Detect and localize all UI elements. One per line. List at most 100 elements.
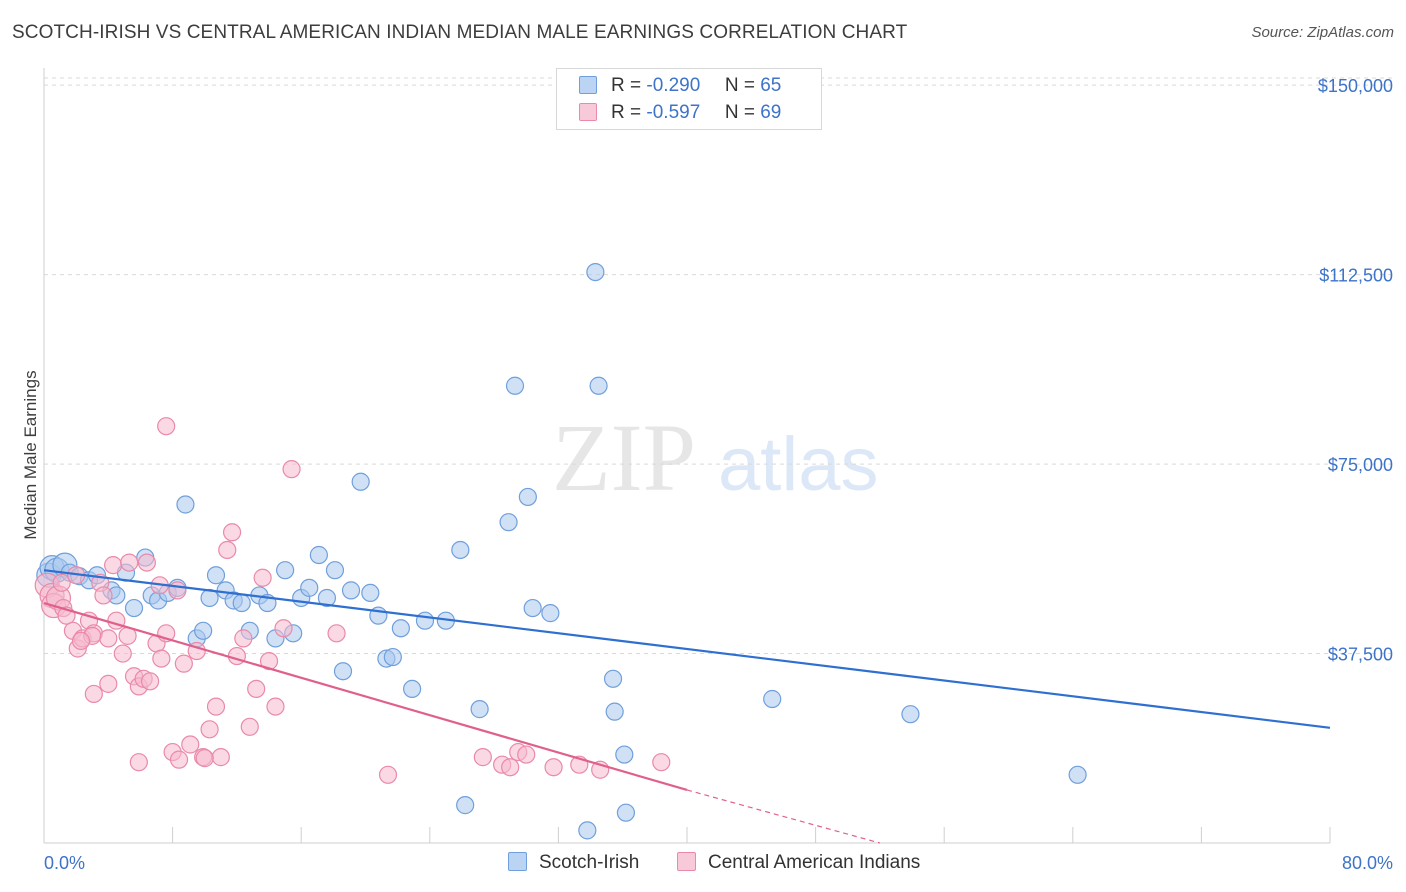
central-american-indians-point	[129, 753, 148, 772]
scotch-irish-point	[499, 513, 518, 532]
watermark-zip: ZIP	[552, 404, 696, 511]
scotch-irish-point	[586, 262, 605, 282]
scotch-irish-point	[1068, 765, 1087, 784]
trend-line-scotch-irish	[43, 569, 1331, 729]
legend-r-value: -0.597	[646, 102, 701, 123]
central-american-indians-point	[259, 652, 279, 671]
legend-n-value: 69	[760, 102, 782, 123]
x-tick-label-max: 80.0%	[1342, 853, 1393, 873]
scotch-irish-point	[341, 581, 361, 600]
legend: R = -0.290 N = 65 R = -0.597 N = 69	[556, 68, 822, 130]
central-american-indians-point	[140, 672, 160, 691]
scotch-irish-point	[518, 487, 537, 507]
scotch-irish-point	[541, 604, 560, 623]
central-american-indians-point	[181, 735, 200, 754]
scotch-irish-point	[391, 619, 410, 638]
scotch-irish-point	[309, 545, 328, 565]
legend-row-scotch-irish: R = -0.290 N = 65	[579, 75, 781, 101]
scotch-irish-point	[317, 588, 337, 608]
legend-swatch-blue	[579, 76, 597, 94]
legend-row-central-american-indians: R = -0.597 N = 69	[579, 102, 781, 128]
legend-r-label: R =	[611, 102, 642, 123]
central-american-indians-point	[169, 750, 189, 769]
central-american-indians-point	[113, 644, 132, 663]
central-american-indians-point	[137, 553, 156, 572]
central-american-indians-point	[282, 460, 301, 479]
legend-n-value: 65	[760, 75, 782, 96]
scotch-irish-point	[523, 598, 542, 618]
scotch-irish-point	[603, 669, 623, 688]
scotch-irish-point	[505, 376, 525, 395]
central-american-indians-point	[247, 679, 266, 699]
scotch-irish-point	[456, 796, 475, 815]
x-tick-labels: 0.0% 80.0%	[44, 853, 1393, 873]
scotch-irish-point	[300, 578, 319, 597]
central-american-indians-point	[544, 758, 563, 777]
scotch-irish-point	[578, 821, 597, 840]
scotch-irish-point	[176, 495, 195, 514]
scotch-irish-point	[403, 679, 422, 699]
scotch-irish-point	[206, 566, 226, 585]
chart-source: Source: ZipAtlas.com	[1251, 24, 1394, 41]
central-american-indians-point	[227, 646, 246, 666]
central-american-indians-point	[266, 697, 285, 716]
scotch-irish-point	[615, 745, 634, 764]
legend-n-label: N =	[724, 75, 755, 96]
y-tick-label: $75,000	[1328, 455, 1393, 475]
scotch-irish-point	[194, 621, 213, 640]
central-american-indians-point	[253, 568, 272, 587]
scotch-irish-point	[276, 561, 295, 580]
scotch-irish-point	[351, 472, 370, 491]
central-american-indians-point	[327, 624, 346, 643]
central-american-indians-point	[206, 697, 226, 716]
scotch-irish-point	[333, 662, 353, 681]
gridlines	[44, 77, 1395, 655]
scotch-irish-point	[901, 705, 920, 724]
y-tick-label: $150,000	[1318, 76, 1393, 96]
bottom-legend-label: Scotch-Irish	[539, 852, 640, 873]
legend-r-label: R =	[611, 75, 642, 96]
series-central-american-indians-points	[34, 417, 671, 784]
central-american-indians-point	[99, 674, 118, 693]
scotch-irish-point	[361, 583, 380, 603]
central-american-indians-point	[222, 523, 242, 542]
y-tick-label: $37,500	[1328, 645, 1393, 665]
central-american-indians-point	[71, 631, 91, 651]
scotch-irish-point	[124, 598, 144, 618]
legend-n-label: N =	[724, 102, 755, 123]
central-american-indians-point	[517, 745, 536, 764]
x-tick-label-min: 0.0%	[44, 853, 85, 873]
trend-lines	[43, 569, 1331, 844]
legend-swatch-pink	[579, 103, 597, 121]
scotch-irish-point	[470, 700, 489, 719]
bottom-legend-label: Central American Indians	[708, 852, 921, 873]
scotch-irish-point	[605, 702, 624, 721]
bottom-legend-swatch-pink	[677, 852, 696, 871]
scotch-irish-point	[415, 611, 435, 630]
axes	[43, 68, 1331, 844]
central-american-indians-point	[157, 417, 176, 436]
central-american-indians-point	[195, 749, 214, 768]
central-american-indians-point	[174, 654, 193, 673]
chart-title: SCOTCH-IRISH VS CENTRAL AMERICAN INDIAN …	[12, 22, 908, 43]
central-american-indians-point	[152, 649, 171, 668]
watermark: ZIP atlas	[552, 404, 879, 511]
scotch-irish-point	[616, 803, 636, 822]
scotch-irish-point	[589, 376, 608, 395]
y-axis-label: Median Male Earnings	[21, 370, 40, 539]
central-american-indians-point	[652, 753, 671, 772]
scotch-irish-point	[383, 647, 402, 667]
central-american-indians-point	[84, 684, 103, 704]
trend-line-central-american-indians-extension	[686, 789, 881, 844]
central-american-indians-point	[211, 748, 230, 767]
central-american-indians-point	[104, 556, 123, 575]
central-american-indians-point	[94, 586, 113, 605]
central-american-indians-point	[501, 758, 520, 777]
central-american-indians-point	[473, 748, 492, 767]
bottom-legend-swatch-blue	[508, 852, 527, 871]
trend-line-central-american-indians	[43, 601, 688, 792]
central-american-indians-point	[168, 581, 187, 600]
scotch-irish-point	[763, 689, 782, 709]
central-american-indians-point	[274, 619, 293, 638]
